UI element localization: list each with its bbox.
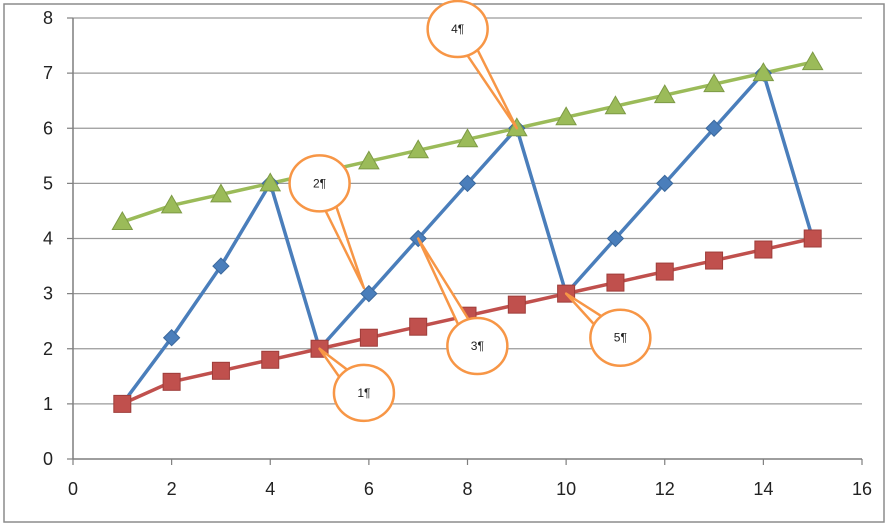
x-tick-label: 4 (265, 479, 275, 499)
series-3-point (653, 84, 676, 104)
series-1-point (656, 174, 674, 193)
y-tick-label: 4 (43, 229, 53, 249)
callout-label: 4¶ (451, 22, 464, 36)
x-tick-label: 14 (753, 479, 773, 499)
series-1-point (458, 174, 477, 193)
y-tick-label: 1 (43, 394, 53, 414)
series-2-point (705, 251, 724, 270)
x-tick-label: 10 (556, 479, 576, 499)
series-3-point (407, 139, 430, 159)
series-3-point (604, 95, 627, 115)
callout-balloon (426, 0, 489, 59)
series-1-point (212, 257, 230, 275)
series-3-point (555, 106, 577, 126)
y-tick-label: 0 (43, 449, 53, 469)
x-tick-label: 16 (852, 479, 872, 499)
series-2-point (606, 273, 625, 292)
series-3-point (752, 62, 775, 82)
y-tick-label: 3 (43, 284, 53, 304)
series-3-point (111, 210, 134, 230)
x-tick-label: 2 (167, 479, 177, 499)
series-2-point (261, 350, 280, 369)
callout-label: 5¶ (614, 331, 627, 345)
chart-frame (3, 3, 885, 523)
series-1-point (705, 119, 723, 137)
callout-balloon (288, 154, 351, 213)
y-tick-label: 2 (43, 339, 53, 359)
series-3-point (210, 183, 232, 203)
callouts: 1¶ 2¶ 3¶ 4¶ 5¶ (288, 0, 652, 423)
series-2-point (803, 229, 822, 248)
callout-balloon (332, 363, 396, 423)
series-2-point (359, 328, 378, 347)
callout-label: 3¶ (471, 339, 484, 353)
y-tick-label: 7 (43, 63, 53, 83)
callout-label: 2¶ (313, 176, 326, 190)
series-3-point (259, 172, 282, 192)
series-1-point (162, 329, 181, 347)
callout-label: 1¶ (357, 386, 370, 400)
series-1-point (606, 229, 625, 248)
series-2-point (754, 240, 773, 259)
series-3-point (801, 51, 824, 71)
callout-balloon (446, 316, 509, 376)
series-2-point (507, 295, 526, 314)
y-tick-label: 5 (43, 173, 53, 193)
x-tick-label: 6 (364, 479, 374, 499)
callout-balloon (589, 308, 652, 367)
series-2-point (655, 262, 674, 281)
y-tick-label: 8 (43, 8, 53, 28)
series-1-point (360, 284, 378, 303)
series-2-point (409, 317, 428, 336)
series-3-point (703, 73, 725, 93)
series-3-point (456, 128, 479, 148)
x-tick-label: 12 (655, 479, 675, 499)
series-2-point (113, 394, 132, 413)
y-tick-label: 6 (43, 118, 53, 138)
series-3-point (160, 194, 183, 214)
x-tick-label: 0 (68, 479, 78, 499)
series-3-point (358, 150, 380, 170)
series-2-point (162, 372, 181, 391)
series-2-point (211, 361, 230, 380)
x-tick-label: 8 (462, 479, 472, 499)
